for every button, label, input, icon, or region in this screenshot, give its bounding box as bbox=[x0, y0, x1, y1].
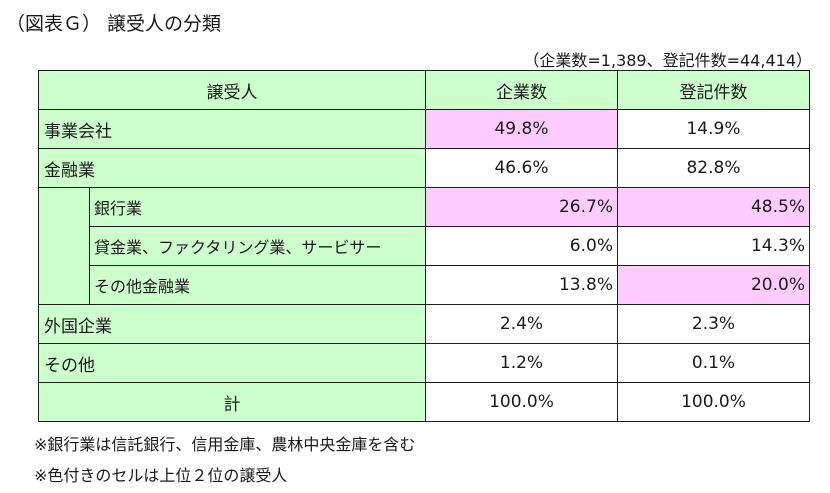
table-row: 貸金業、ファクタリング業、サービサー 6.0% 14.3% bbox=[39, 226, 810, 266]
row-label: 金融業 bbox=[38, 148, 426, 188]
footnote-highlight: ※色付きのセルは上位２位の譲受人 bbox=[34, 466, 288, 485]
row-label: その他 bbox=[38, 343, 426, 383]
header-assignee: 譲受人 bbox=[38, 70, 426, 110]
total-companies: 100.0% bbox=[425, 382, 618, 422]
cell-companies: 46.6% bbox=[425, 148, 618, 188]
row-label: 銀行業 bbox=[89, 187, 426, 227]
cell-companies: 49.8% bbox=[425, 109, 618, 149]
row-label: 貸金業、ファクタリング業、サービサー bbox=[89, 226, 426, 266]
header-registrations: 登記件数 bbox=[617, 70, 810, 110]
cell-companies: 6.0% bbox=[425, 226, 618, 266]
table-row: その他 1.2% 0.1% bbox=[38, 343, 810, 383]
total-label: 計 bbox=[38, 382, 426, 422]
cell-registrations: 20.0% bbox=[617, 265, 810, 305]
total-registrations: 100.0% bbox=[617, 382, 810, 422]
row-label: その他金融業 bbox=[89, 265, 426, 305]
cell-registrations: 2.3% bbox=[617, 304, 810, 344]
table-header-row: 譲受人 企業数 登記件数 bbox=[38, 70, 810, 110]
cell-registrations: 82.8% bbox=[617, 148, 810, 188]
header-companies: 企業数 bbox=[425, 70, 618, 110]
cell-companies: 13.8% bbox=[425, 265, 618, 305]
sample-size-note: （企業数=1,389、登記件数=44,414） bbox=[523, 51, 812, 70]
table-row: 金融業 46.6% 82.8% bbox=[38, 148, 810, 188]
table-row: その他金融業 13.8% 20.0% bbox=[39, 265, 810, 305]
cell-registrations: 14.9% bbox=[617, 109, 810, 149]
table-row: 事業会社 49.8% 14.9% bbox=[38, 109, 810, 149]
row-label: 事業会社 bbox=[38, 109, 426, 149]
cell-companies: 26.7% bbox=[425, 187, 618, 227]
table-total-row: 計 100.0% 100.0% bbox=[38, 382, 810, 422]
footnote-banks: ※銀行業は信託銀行、信用金庫、農林中央金庫を含む bbox=[34, 435, 416, 454]
table-row: 銀行業 26.7% 48.5% bbox=[38, 187, 810, 305]
page-title: （図表Ｇ） 譲受人の分類 bbox=[6, 13, 222, 35]
cell-registrations: 14.3% bbox=[617, 226, 810, 266]
cell-companies: 1.2% bbox=[425, 343, 618, 383]
assignee-classification-table: 譲受人 企業数 登記件数 事業会社 49.8% 14.9% 金融業 46.6% … bbox=[38, 70, 810, 422]
cell-registrations: 0.1% bbox=[617, 343, 810, 383]
table-row: 外国企業 2.4% 2.3% bbox=[38, 304, 810, 344]
cell-companies: 2.4% bbox=[425, 304, 618, 344]
cell-registrations: 48.5% bbox=[617, 187, 810, 227]
row-label: 外国企業 bbox=[38, 304, 426, 344]
indent-cell bbox=[38, 187, 90, 305]
